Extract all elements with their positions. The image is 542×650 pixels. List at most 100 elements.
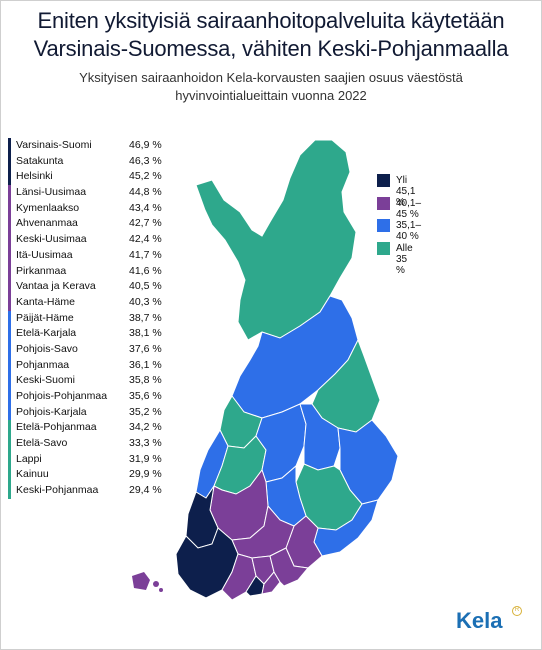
region-value: 43,4 % (129, 201, 162, 214)
region-pohjois-karjala (337, 419, 399, 505)
region-name: Keski-Pohjanmaa (16, 484, 99, 497)
region-value: 44,8 % (129, 186, 162, 199)
region-color-bar (8, 310, 11, 327)
region-value: 41,7 % (129, 248, 162, 261)
region-row: Keski-Suomi 35,8 % (8, 373, 168, 389)
region-row: Kainuu 29,9 % (8, 467, 168, 484)
region-row: Etelä-Karjala 38,1 % (8, 326, 168, 342)
region-name: Keski-Uusimaa (16, 233, 87, 246)
region-color-bar (8, 341, 11, 358)
region-value: 40,3 % (129, 295, 162, 308)
region-name: Pohjois-Pohjanmaa (16, 390, 108, 402)
region-value: 35,2 % (129, 405, 162, 418)
region-color-bar (8, 200, 11, 217)
region-row: Lappi 31,9 % (8, 451, 168, 468)
region-color-bar (8, 153, 11, 170)
kela-logo-text: Kela (456, 608, 503, 633)
region-row: Etelä-Savo 33,3 % (8, 436, 168, 452)
region-value: 36,1 % (129, 358, 162, 371)
key-swatch (377, 196, 390, 210)
region-row: Keski-Pohjanmaa 29,4 % (8, 483, 168, 499)
region-color-bar (8, 232, 11, 248)
region-value: 38,7 % (129, 311, 162, 324)
region-color-bar (8, 263, 11, 280)
region-color-bar (8, 357, 11, 374)
region-row: Pohjanmaa 36,1 % (8, 357, 168, 374)
region-row: Pohjois-Savo 37,6 % (8, 341, 168, 358)
region-color-bar (8, 483, 11, 499)
region-row: Satakunta 46,3 % (8, 153, 168, 170)
region-row: Helsinki 45,2 % (8, 169, 168, 186)
region-row: Itä-Uusimaa 41,7 % (8, 247, 168, 264)
key-swatch (377, 219, 390, 232)
region-value: 46,3 % (129, 154, 162, 167)
region-color-bar (8, 404, 11, 421)
region-name: Varsinais-Suomi (16, 139, 92, 151)
region-value: 29,9 % (129, 468, 162, 481)
key-swatch (377, 174, 390, 187)
region-value: 29,4 % (129, 484, 162, 497)
region-row: Pirkanmaa 41,6 % (8, 263, 168, 280)
region-name: Vantaa ja Kerava (16, 280, 96, 293)
region-row: Keski-Uusimaa 42,4 % (8, 232, 168, 248)
chart-subtitle-line-2: hyvinvointialueittain vuonna 2022 (175, 88, 367, 103)
region-color-bar (8, 467, 11, 484)
region-color-bar (8, 451, 11, 468)
key-label: Alle 35 % (396, 242, 413, 276)
region-name: Länsi-Uusimaa (16, 186, 87, 199)
region-value: 42,7 % (129, 217, 162, 230)
region-row: Varsinais-Suomi 46,9 % (8, 138, 168, 154)
region-name: Kymenlaakso (16, 201, 80, 214)
region-name: Helsinki (16, 170, 53, 183)
region-row: Etelä-Pohjanmaa 34,2 % (8, 420, 168, 437)
region-color-bar (8, 169, 11, 186)
region-name: Keski-Suomi (16, 374, 75, 387)
region-value: 35,6 % (129, 390, 162, 402)
region-color-bar (8, 326, 11, 342)
region-color-bar (8, 279, 11, 295)
region-name: Kanta-Häme (16, 295, 75, 308)
region-value: 40,5 % (129, 280, 162, 293)
region-value: 45,2 % (129, 170, 162, 183)
region-color-bar (8, 185, 11, 201)
region-color-bar (8, 436, 11, 452)
region-row: Länsi-Uusimaa 44,8 % (8, 185, 168, 201)
region-ahvenanmaa (132, 572, 163, 592)
region-vantaa-kerava (261, 571, 281, 595)
chart-title-line-1: Eniten yksityisiä sairaanhoitopalveluita… (37, 8, 505, 33)
region-row: Pohjois-Karjala 35,2 % (8, 404, 168, 421)
region-name: Etelä-Savo (16, 437, 68, 450)
region-name: Itä-Uusimaa (16, 248, 73, 261)
region-value: 37,6 % (129, 342, 162, 355)
region-value: 35,8 % (129, 374, 162, 387)
region-name: Pohjois-Karjala (16, 405, 87, 418)
region-row: Ahvenanmaa 42,7 % (8, 216, 168, 233)
region-name: Satakunta (16, 154, 64, 167)
region-value: 31,9 % (129, 452, 162, 465)
region-value: 46,9 % (129, 139, 162, 151)
region-name: Kainuu (16, 468, 49, 481)
region-color-bar (8, 389, 11, 405)
kela-logo: Kela R (456, 606, 536, 640)
region-name: Pirkanmaa (16, 264, 67, 277)
region-row: Pohjois-Pohjanmaa 35,6 % (8, 389, 168, 405)
region-value-list: Varsinais-Suomi 46,9 % Satakunta 46,3 % Hels… (8, 138, 168, 499)
region-name: Päijät-Häme (16, 311, 74, 324)
region-row: Kymenlaakso 43,4 % (8, 200, 168, 217)
region-name: Pohjanmaa (16, 358, 70, 371)
key-label: Yli 45,1 % (396, 175, 416, 208)
region-name: Etelä-Karjala (16, 327, 77, 340)
region-color-bar (8, 294, 11, 311)
region-color-bar (8, 216, 11, 233)
region-name: Ahvenanmaa (16, 217, 78, 230)
region-color-bar (8, 420, 11, 437)
region-value: 34,2 % (129, 421, 162, 434)
region-value: 33,3 % (129, 437, 162, 450)
chart-title-line-2: Varsinais-Suomessa, vähiten Keski-Pohjan… (33, 36, 509, 61)
region-name: Etelä-Pohjanmaa (16, 421, 97, 434)
key-label: 40,1–45 % (396, 197, 422, 220)
region-row: Kanta-Häme 40,3 % (8, 294, 168, 311)
region-name: Lappi (16, 452, 42, 465)
region-color-bar (8, 138, 11, 154)
